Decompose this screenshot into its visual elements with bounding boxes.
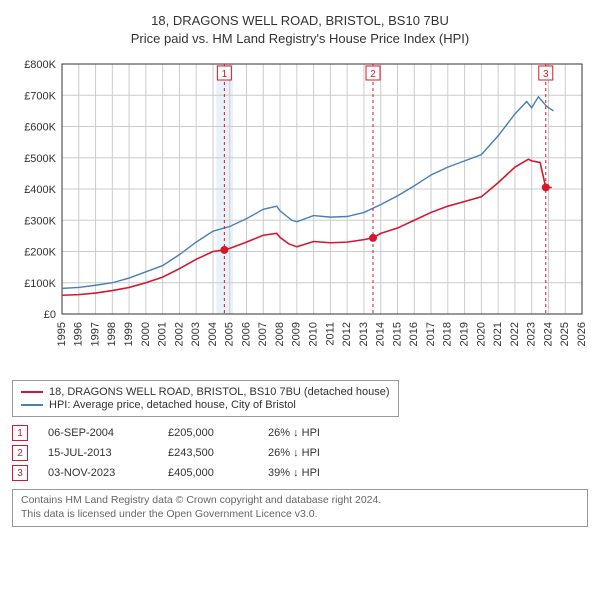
- x-tick-label: 2017: [425, 322, 437, 346]
- x-tick-label: 2012: [341, 322, 353, 346]
- x-tick-label: 2022: [509, 322, 521, 346]
- x-tick-label: 2025: [559, 322, 571, 346]
- x-tick-label: 2008: [274, 322, 286, 346]
- event-date: 15-JUL-2013: [48, 447, 148, 459]
- event-flag-2: 2: [370, 69, 376, 80]
- x-tick-label: 2026: [576, 322, 588, 346]
- x-tick-label: 2018: [442, 322, 454, 346]
- x-tick-label: 2019: [458, 322, 470, 346]
- price-chart: £0 £100K £200K £300K £400K £500K £600K £700K £80…: [12, 54, 588, 374]
- event-marker: 3: [12, 465, 28, 481]
- x-tick-label: 2003: [190, 322, 202, 346]
- title-block: 18, DRAGONS WELL ROAD, BRISTOL, BS10 7BU…: [12, 12, 588, 48]
- x-tick-label: 1996: [73, 322, 85, 346]
- chart-container: £0 £100K £200K £300K £400K £500K £600K £700K £80…: [12, 54, 588, 374]
- title-address: 18, DRAGONS WELL ROAD, BRISTOL, BS10 7BU: [12, 12, 588, 30]
- event-date: 03-NOV-2023: [48, 467, 148, 479]
- event-row: 2 15-JUL-2013 £243,500 26% ↓ HPI: [12, 445, 588, 461]
- event-date: 06-SEP-2004: [48, 427, 148, 439]
- event-marker: 2: [12, 445, 28, 461]
- legend-label: 18, DRAGONS WELL ROAD, BRISTOL, BS10 7BU…: [49, 386, 390, 398]
- event-row: 1 06-SEP-2004 £205,000 26% ↓ HPI: [12, 425, 588, 441]
- x-tick-label: 2001: [157, 322, 169, 346]
- x-tick-label: 2013: [358, 322, 370, 346]
- legend-swatch: [21, 391, 43, 393]
- y-tick-label: £100K: [24, 278, 56, 290]
- x-tick-label: 2000: [140, 322, 152, 346]
- footer: Contains HM Land Registry data © Crown c…: [12, 489, 588, 526]
- x-tick-label: 2024: [542, 322, 554, 346]
- x-tick-label: 2004: [207, 322, 219, 346]
- x-tick-label: 1999: [123, 322, 135, 346]
- legend-row: HPI: Average price, detached house, City…: [21, 399, 390, 411]
- x-tick-label: 1998: [106, 322, 118, 346]
- legend-row: 18, DRAGONS WELL ROAD, BRISTOL, BS10 7BU…: [21, 386, 390, 398]
- x-tick-label: 2020: [475, 322, 487, 346]
- events-table: 1 06-SEP-2004 £205,000 26% ↓ HPI 2 15-JUL-201…: [12, 425, 588, 481]
- x-tick-label: 2005: [224, 322, 236, 346]
- x-tick-label: 2006: [240, 322, 252, 346]
- event-delta: 26% ↓ HPI: [268, 427, 320, 439]
- y-tick-label: £500K: [24, 153, 56, 165]
- title-subtitle: Price paid vs. HM Land Registry's House …: [12, 30, 588, 48]
- x-tick-label: 2015: [391, 322, 403, 346]
- event-marker: 1: [12, 425, 28, 441]
- legend-swatch: [21, 404, 43, 406]
- event-price: £405,000: [168, 467, 248, 479]
- x-tick-label: 2021: [492, 322, 504, 346]
- y-tick-label: £300K: [24, 216, 56, 228]
- x-tick-label: 2009: [291, 322, 303, 346]
- event-flag-3: 3: [543, 69, 549, 80]
- footer-line-2: This data is licensed under the Open Gov…: [21, 508, 579, 522]
- event-dot-2: [369, 234, 377, 242]
- event-flag-1: 1: [222, 69, 228, 80]
- event-delta: 39% ↓ HPI: [268, 467, 320, 479]
- event-price: £205,000: [168, 427, 248, 439]
- y-tick-label: £0: [44, 309, 56, 321]
- y-tick-label: £400K: [24, 184, 56, 196]
- x-tick-label: 2002: [173, 322, 185, 346]
- y-tick-label: £600K: [24, 122, 56, 134]
- x-tick-label: 2010: [308, 322, 320, 346]
- event-delta: 26% ↓ HPI: [268, 447, 320, 459]
- event-dot-1: [220, 246, 228, 254]
- y-tick-label: £200K: [24, 247, 56, 259]
- event-dot-3: [542, 184, 550, 192]
- x-tick-label: 2014: [375, 322, 387, 346]
- legend-label: HPI: Average price, detached house, City…: [49, 399, 296, 411]
- event-row: 3 03-NOV-2023 £405,000 39% ↓ HPI: [12, 465, 588, 481]
- x-tick-label: 2011: [324, 322, 336, 346]
- y-tick-label: £700K: [24, 91, 56, 103]
- x-tick-label: 2016: [408, 322, 420, 346]
- y-tick-label: £800K: [24, 59, 56, 71]
- x-tick-label: 1995: [56, 322, 68, 346]
- x-tick-label: 1997: [89, 322, 101, 346]
- footer-line-1: Contains HM Land Registry data © Crown c…: [21, 494, 579, 508]
- x-tick-label: 2023: [526, 322, 538, 346]
- x-tick-label: 2007: [257, 322, 269, 346]
- legend: 18, DRAGONS WELL ROAD, BRISTOL, BS10 7BU…: [12, 380, 399, 417]
- event-price: £243,500: [168, 447, 248, 459]
